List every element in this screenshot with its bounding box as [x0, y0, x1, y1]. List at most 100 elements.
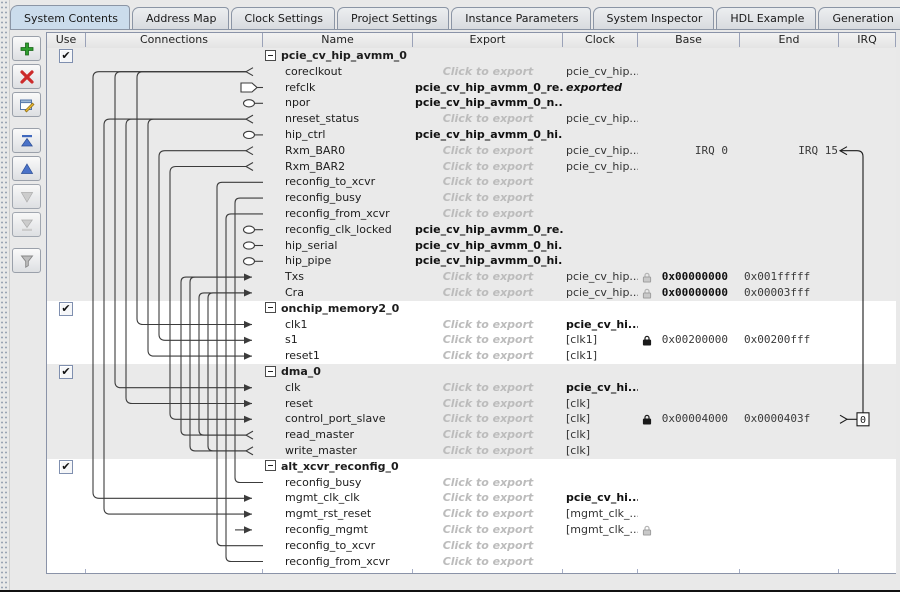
- irq-cell: [839, 459, 896, 475]
- base-cell: [638, 538, 740, 554]
- unlocked-lock-icon[interactable]: [642, 288, 652, 299]
- move-up-icon: [20, 162, 33, 174]
- move-to-top-button[interactable]: [12, 128, 41, 153]
- export-cell[interactable]: Click to export: [413, 269, 563, 285]
- collapse-box-icon[interactable]: [265, 49, 276, 61]
- locked-lock-icon: [642, 336, 652, 346]
- add-component-button[interactable]: [12, 36, 41, 61]
- base-address: 0x00000000: [661, 270, 728, 284]
- export-cell[interactable]: Click to export: [413, 554, 563, 570]
- export-cell[interactable]: Click to export: [413, 159, 563, 175]
- tab-project-settings[interactable]: Project Settings: [337, 7, 450, 29]
- end-cell: [740, 80, 839, 96]
- export-cell[interactable]: Click to export: [413, 522, 563, 538]
- base-cell: [638, 111, 740, 127]
- export-cell[interactable]: pcie_cv_hip_avmm_0_hi...: [413, 253, 563, 269]
- unlocked-lock-icon[interactable]: [642, 272, 652, 283]
- column-header-use[interactable]: Use: [47, 33, 86, 47]
- export-cell[interactable]: pcie_cv_hip_avmm_0_re...: [413, 80, 563, 96]
- end-cell: [740, 301, 839, 317]
- table-row-control-port-slave: control_port_slave Click to export [clk] 0x…: [47, 411, 896, 428]
- table-row-dma-0: ✔ dma_0: [47, 364, 896, 380]
- export-cell[interactable]: pcie_cv_hip_avmm_0_re...: [413, 222, 563, 238]
- use-checkbox-onchip-memory2-0[interactable]: ✔: [59, 301, 73, 316]
- collapse-box-icon[interactable]: [265, 302, 276, 314]
- collapse-box-icon[interactable]: [265, 365, 276, 377]
- export-cell[interactable]: Click to export: [413, 490, 563, 506]
- tab-system-contents[interactable]: System Contents: [10, 5, 130, 29]
- use-checkbox-alt-xcvr-reconfig-0[interactable]: ✔: [59, 459, 73, 474]
- export-cell[interactable]: Click to export: [413, 317, 563, 333]
- end-cell: [740, 522, 839, 538]
- export-cell[interactable]: Click to export: [413, 380, 563, 396]
- clock-cell: [563, 206, 638, 222]
- export-cell[interactable]: Click to export: [413, 332, 563, 348]
- export-cell: [413, 48, 563, 64]
- clock-cell: [563, 459, 638, 475]
- end-address: IRQ 15: [798, 143, 838, 157]
- collapse-box-icon[interactable]: [265, 460, 276, 472]
- tab-generation[interactable]: Generation: [818, 7, 900, 29]
- tab-address-map[interactable]: Address Map: [132, 7, 229, 29]
- export-cell[interactable]: Click to export: [413, 285, 563, 301]
- use-checkbox-dma-0[interactable]: ✔: [59, 365, 73, 379]
- use-cell: [47, 127, 86, 143]
- column-header-connections[interactable]: Connections: [86, 33, 263, 47]
- tab-instance-parameters[interactable]: Instance Parameters: [451, 7, 591, 29]
- export-cell[interactable]: Click to export: [413, 111, 563, 127]
- export-cell[interactable]: Click to export: [413, 475, 563, 491]
- locked-lock-icon: [642, 415, 652, 425]
- splitter-handle[interactable]: [0, 0, 10, 590]
- tab-hdl-example[interactable]: HDL Example: [716, 7, 817, 29]
- export-cell[interactable]: Click to export: [413, 206, 563, 222]
- export-cell[interactable]: pcie_cv_hip_avmm_0_hi...: [413, 127, 563, 143]
- table-row-mgmt-rst-reset: mgmt_rst_reset Click to export [mgmt_clk_.…: [47, 506, 896, 522]
- filter-button[interactable]: [12, 248, 41, 273]
- column-header-name[interactable]: Name: [263, 33, 413, 47]
- column-header-irq[interactable]: IRQ: [839, 33, 896, 47]
- use-cell: ✔: [47, 364, 86, 380]
- table-row-reset1: reset1 Click to export [clk1]: [47, 348, 896, 364]
- export-cell[interactable]: Click to export: [413, 396, 563, 412]
- use-checkbox-pcie-cv-hip-avmm-0[interactable]: ✔: [59, 49, 73, 63]
- clock-cell: [563, 253, 638, 269]
- export-cell[interactable]: Click to export: [413, 190, 563, 206]
- move-up-button[interactable]: [12, 156, 41, 181]
- export-cell[interactable]: Click to export: [413, 443, 563, 459]
- base-address: 0x00004000: [661, 412, 728, 426]
- export-placeholder: Click to export: [442, 112, 534, 126]
- locked-lock-icon[interactable]: [642, 414, 652, 425]
- panel-divider: [0, 590, 900, 592]
- tab-system-inspector[interactable]: System Inspector: [592, 7, 715, 29]
- export-cell[interactable]: Click to export: [413, 427, 563, 443]
- column-header-base[interactable]: Base: [638, 33, 740, 47]
- base-cell: [638, 490, 740, 506]
- tab-clock-settings[interactable]: Clock Settings: [230, 7, 336, 29]
- export-cell[interactable]: Click to export: [413, 538, 563, 554]
- end-cell: [740, 380, 839, 396]
- clock-value: pcie_cv_hip...: [566, 64, 638, 78]
- export-cell[interactable]: Click to export: [413, 143, 563, 159]
- irq-cell: [839, 427, 896, 443]
- base-cell: [638, 174, 740, 190]
- export-cell[interactable]: Click to export: [413, 174, 563, 190]
- port-name: clk1: [285, 317, 308, 331]
- end-cell: [740, 538, 839, 554]
- use-cell: [47, 538, 86, 554]
- export-cell[interactable]: pcie_cv_hip_avmm_0_hi...: [413, 238, 563, 254]
- export-cell[interactable]: Click to export: [413, 64, 563, 80]
- name-cell: reconfig_from_xcvr: [263, 206, 413, 222]
- locked-lock-icon[interactable]: [642, 335, 652, 346]
- column-header-export[interactable]: Export: [413, 33, 563, 47]
- column-header-end[interactable]: End: [740, 33, 839, 47]
- column-header-clock[interactable]: Clock: [563, 33, 638, 47]
- base-cell: [638, 396, 740, 412]
- edit-component-button[interactable]: [12, 92, 41, 117]
- export-cell[interactable]: Click to export: [413, 506, 563, 522]
- remove-component-button[interactable]: [12, 64, 41, 89]
- unlocked-lock-icon[interactable]: [642, 525, 652, 536]
- export-cell[interactable]: pcie_cv_hip_avmm_0_n...: [413, 95, 563, 111]
- export-value: pcie_cv_hip_avmm_0_re...: [415, 222, 563, 236]
- export-cell[interactable]: Click to export: [413, 348, 563, 364]
- export-cell[interactable]: Click to export: [413, 411, 563, 427]
